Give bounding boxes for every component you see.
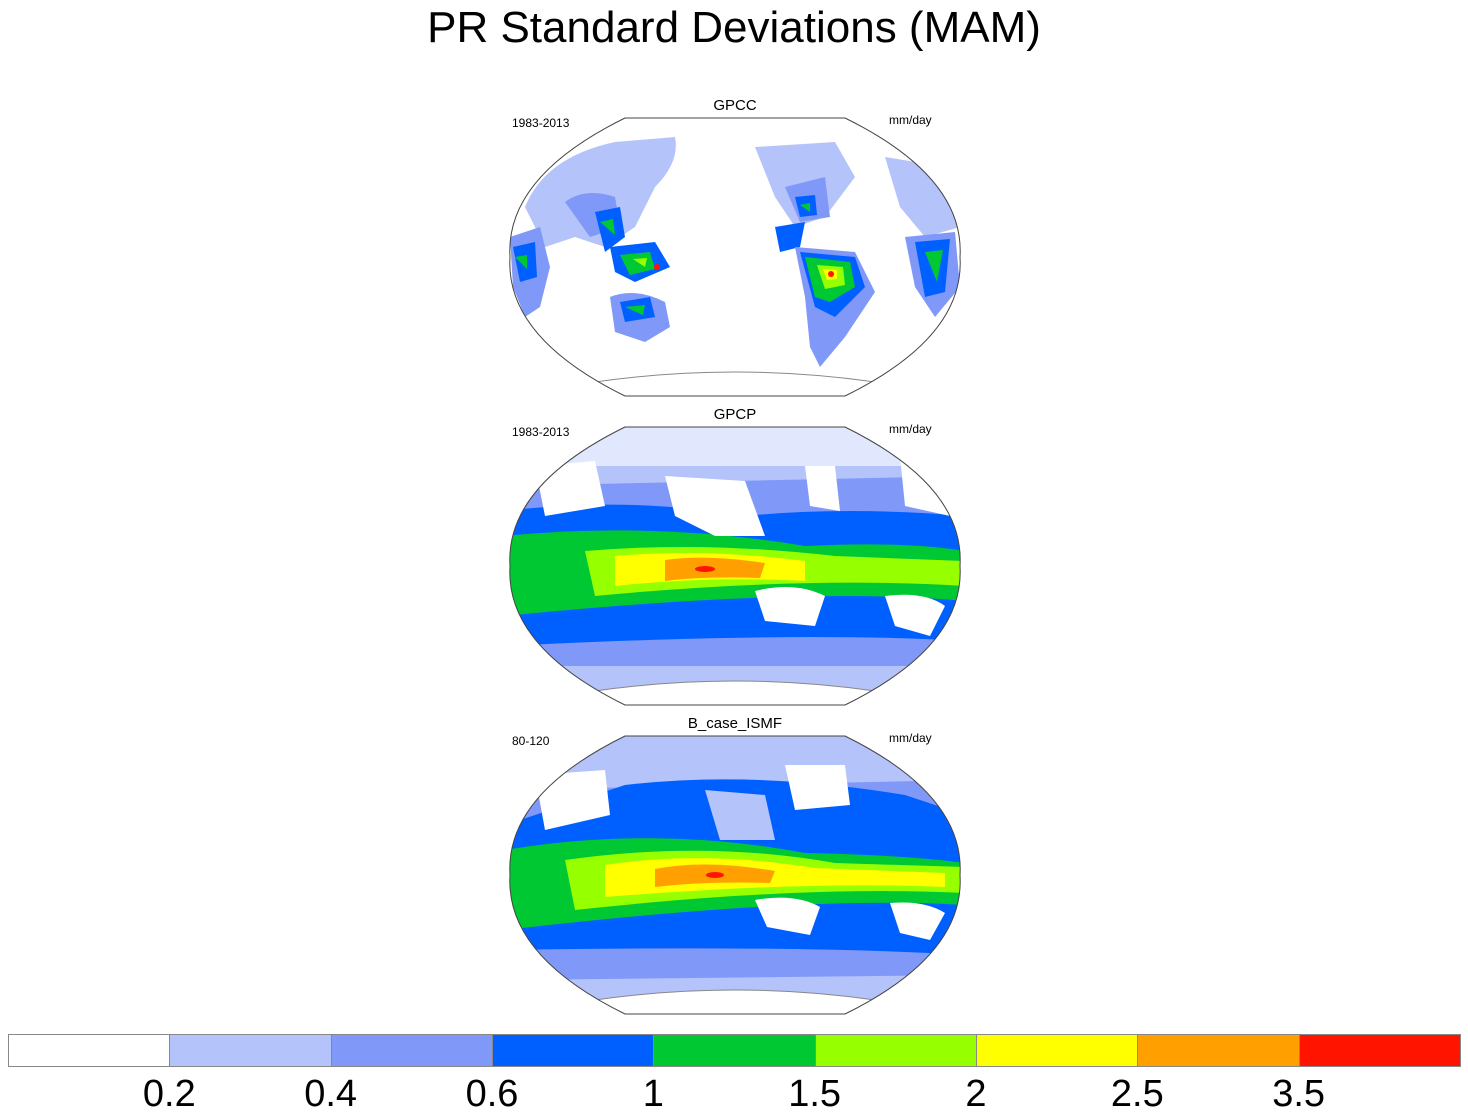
map-panel-gpcp: GPCP 1983-2013 mm/day (505, 406, 965, 706)
panel-units: mm/day (889, 422, 932, 436)
colorbar-box (492, 1034, 655, 1067)
colorbar-label: 1 (642, 1073, 664, 1115)
colorbar-box (1137, 1034, 1300, 1067)
colorbar-box (8, 1034, 171, 1067)
colorbar-label: 2 (965, 1073, 987, 1115)
map-b-case-ismf (509, 735, 961, 1015)
panel-title: GPCC (713, 97, 757, 114)
panel-title: B_case_ISMF (687, 715, 783, 732)
colorbar-label: 1.5 (788, 1073, 842, 1115)
colorbar-label: 2.5 (1110, 1073, 1164, 1115)
colorbar-box (814, 1034, 977, 1067)
colorbar-label: 0.6 (465, 1073, 519, 1115)
colorbar-box (653, 1034, 816, 1067)
colorbar-box (1298, 1034, 1461, 1067)
map-gpcc (509, 117, 961, 397)
map-panel-b-case-ismf: B_case_ISMF 80-120 mm/day (505, 715, 965, 1015)
colorbar-label: 3.5 (1272, 1073, 1326, 1115)
colorbar-label: 0.4 (304, 1073, 358, 1115)
figure-title: PR Standard Deviations (MAM) (427, 3, 1041, 52)
colorbar-box (169, 1034, 332, 1067)
panel-units: mm/day (889, 731, 932, 745)
panel-period: 1983-2013 (512, 116, 570, 130)
colorbar-box (330, 1034, 493, 1067)
map-panel-gpcc: GPCC 1983-2013 mm/day (505, 97, 965, 397)
panel-title: GPCP (713, 406, 757, 423)
colorbar-label: 0.2 (142, 1073, 196, 1115)
panel-period: 80-120 (512, 734, 550, 748)
colorbar (8, 1034, 1461, 1068)
map-gpcp (509, 426, 961, 706)
colorbar-box (976, 1034, 1139, 1067)
panel-units: mm/day (889, 113, 932, 127)
panel-period: 1983-2013 (512, 425, 570, 439)
